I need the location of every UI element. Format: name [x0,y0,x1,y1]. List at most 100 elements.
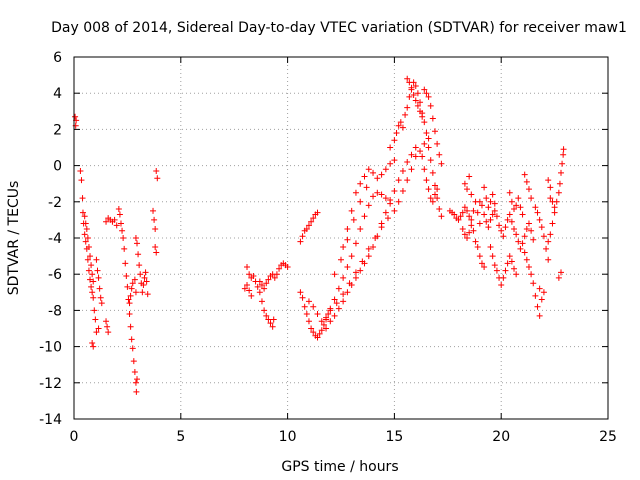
y-tick-label: 4 [53,86,62,102]
data-point [297,238,304,245]
data-point [90,343,97,350]
data-point [532,204,539,211]
data-point [261,307,268,314]
data-point [361,173,368,180]
data-point [470,227,477,234]
data-point [84,256,91,263]
data-point [412,144,419,151]
data-point [348,253,355,260]
data-point [104,323,111,330]
data-point [82,220,89,227]
data-point [132,379,139,386]
data-point [265,276,272,283]
data-point [391,137,398,144]
data-point [560,146,567,153]
data-point [94,267,101,274]
data-point [438,213,445,220]
data-point [402,111,409,118]
data-point [142,269,149,276]
data-point [284,263,291,270]
y-axis-ticks: -14 -12 -10 -8 -6 -4 -2 0 2 4 6 [39,50,608,428]
data-point [123,273,130,280]
data-point [132,289,139,296]
y-tick-label: 0 [53,159,62,175]
data-point [461,180,468,187]
data-point [519,211,526,218]
data-point [521,249,528,256]
data-point [540,233,547,240]
data-point [481,263,488,270]
data-point [91,307,98,314]
data-point [523,256,530,263]
data-point [399,187,406,194]
data-point [521,171,528,178]
data-point [269,323,276,330]
data-point [90,294,97,301]
data-point [361,260,368,267]
data-point [338,256,344,263]
data-point [545,238,552,245]
data-point [387,200,394,207]
data-point [365,202,372,209]
data-point [543,245,550,252]
data-point [406,93,413,100]
data-point [340,274,347,281]
data-point [489,211,496,218]
data-point [370,244,377,251]
data-point [344,289,351,296]
data-point [87,276,94,283]
data-point [491,200,498,207]
data-point [391,157,398,164]
data-point [93,329,100,336]
data-point [144,291,151,298]
data-point [451,211,458,218]
data-point [468,222,475,229]
data-point [374,189,381,196]
data-point [560,151,567,158]
data-point [374,175,381,182]
data-point [395,122,402,129]
data-point [299,294,306,301]
data-point [481,184,488,191]
data-point [498,282,505,289]
data-point [476,253,483,260]
data-point [474,209,481,216]
data-point [493,267,500,274]
data-point [335,285,342,292]
data-point [508,218,515,225]
data-point [421,86,428,93]
data-point [95,325,102,332]
data-point [523,178,530,185]
y-tick-label: 2 [53,122,62,138]
data-point [427,102,434,109]
data-point [481,211,488,218]
data-point [273,271,280,278]
data-point [271,274,278,281]
data-point [141,274,148,281]
data-point [508,198,515,205]
data-point [308,325,315,332]
data-point [485,204,492,211]
data-point [551,209,558,216]
data-point [429,115,436,122]
data-point [519,240,526,247]
data-point [532,292,539,299]
y-tick-label: 6 [53,50,62,66]
data-point [318,327,325,334]
data-point [525,220,532,227]
x-tick-label: 20 [492,429,510,445]
data-point [370,169,377,176]
data-point [348,282,355,289]
data-point [536,216,543,223]
data-point [314,334,321,341]
data-point [536,312,543,319]
data-point [103,218,110,225]
data-point [395,177,402,184]
data-point [348,207,355,214]
data-point [340,298,347,305]
data-point [131,276,138,283]
data-point [85,244,92,251]
data-point [140,282,147,289]
y-tick-label: -6 [48,267,62,283]
